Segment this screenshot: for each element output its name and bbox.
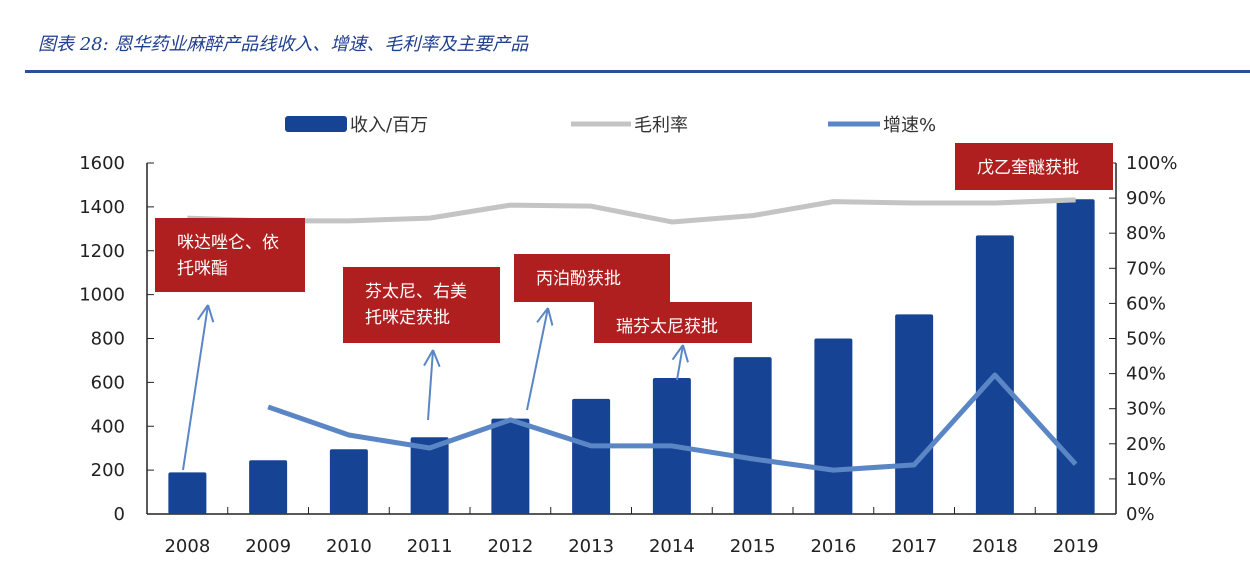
x-axis-tick-label: 2014 [649, 536, 695, 557]
arrowhead-icon [432, 349, 441, 368]
bar-revenue-2009 [249, 460, 288, 514]
arrowhead-icon [207, 304, 215, 323]
arrowhead-icon [547, 307, 554, 326]
arrowhead-icon [671, 344, 684, 361]
arrowhead-icon [536, 307, 549, 323]
bar-revenue-2019 [1056, 199, 1095, 514]
annotation-box [155, 218, 305, 292]
x-axis-tick-label: 2017 [891, 536, 937, 557]
left-axis-tick-label: 200 [91, 460, 125, 481]
right-axis-tick-label: 80% [1126, 223, 1166, 244]
x-axis-tick-label: 2015 [730, 536, 776, 557]
annotation-box [343, 267, 500, 343]
right-axis-tick-label: 30% [1126, 399, 1166, 420]
left-axis-tick-label: 1000 [79, 285, 125, 306]
left-axis-tick-label: 800 [91, 329, 125, 350]
bar-revenue-2016 [814, 338, 853, 514]
right-axis-tick-label: 90% [1126, 188, 1166, 209]
left-axis-tick-label: 1600 [79, 153, 125, 174]
arrowhead-icon [423, 349, 434, 367]
x-axis-tick-label: 2008 [164, 536, 210, 557]
line-gross-margin [187, 197, 1076, 225]
left-axis-tick-label: 400 [91, 416, 125, 437]
right-axis-tick-label: 100% [1126, 153, 1177, 174]
bar-revenue-2011 [410, 437, 449, 514]
annotation-box [955, 143, 1113, 190]
x-axis-tick-label: 2010 [326, 536, 372, 557]
right-axis-tick-label: 20% [1126, 434, 1166, 455]
arrowhead-icon [197, 304, 209, 321]
legend-label: 增速% [883, 115, 936, 136]
bar-revenue-2013 [572, 398, 611, 514]
right-axis-tick-label: 0% [1126, 504, 1155, 525]
legend-label: 收入/百万 [350, 115, 428, 136]
right-axis-tick-label: 50% [1126, 329, 1166, 350]
annotation-box [514, 254, 670, 302]
bar-revenue-2015 [733, 357, 772, 514]
x-axis-tick-label: 2012 [487, 536, 533, 557]
x-axis-tick-label: 2019 [1053, 536, 1099, 557]
annotation-text: 戊乙奎醚获批 [977, 158, 1079, 178]
annotation-text: 咪达唑仑、依 [177, 233, 279, 253]
x-axis-tick-label: 2013 [568, 536, 614, 557]
bar-revenue-2008 [168, 472, 207, 514]
chart-title: 图表 28: 恩华药业麻醉产品线收入、增速、毛利率及主要产品 [38, 34, 529, 55]
arrowhead-icon [682, 344, 689, 363]
annotation-text: 芬太尼、右美 [365, 282, 467, 302]
right-axis-tick-label: 40% [1126, 364, 1166, 385]
annotation-arrow [526, 307, 549, 411]
x-axis-tick-label: 2009 [245, 536, 291, 557]
annotation-text: 托咪定获批 [365, 308, 450, 328]
bar-revenue-2017 [895, 314, 934, 514]
left-axis-tick-label: 1400 [79, 197, 125, 218]
right-axis-tick-label: 60% [1126, 293, 1166, 314]
annotation-text: 丙泊酚获批 [536, 269, 621, 289]
left-axis-tick-label: 600 [91, 372, 125, 393]
x-axis-tick-label: 2011 [407, 536, 453, 557]
annotation-text: 瑞芬太尼获批 [616, 317, 718, 337]
left-axis-tick-label: 1200 [79, 241, 125, 262]
x-axis-tick-label: 2018 [972, 536, 1018, 557]
right-axis-tick-label: 10% [1126, 469, 1166, 490]
title-divider [25, 70, 1250, 73]
annotation-arrow [676, 344, 684, 381]
annotation-box [594, 302, 752, 343]
bar-revenue-2012 [491, 418, 530, 514]
bar-revenue-2010 [329, 449, 368, 514]
x-axis-tick-label: 2016 [810, 536, 856, 557]
right-axis-tick-label: 70% [1126, 258, 1166, 279]
annotation-text: 托咪酯 [177, 259, 228, 279]
legend-swatch-revenue [285, 116, 347, 132]
annotation-arrow [182, 304, 209, 471]
left-axis-tick-label: 0 [114, 504, 125, 525]
legend-label: 毛利率 [634, 115, 688, 136]
annotation-arrow [427, 349, 434, 421]
